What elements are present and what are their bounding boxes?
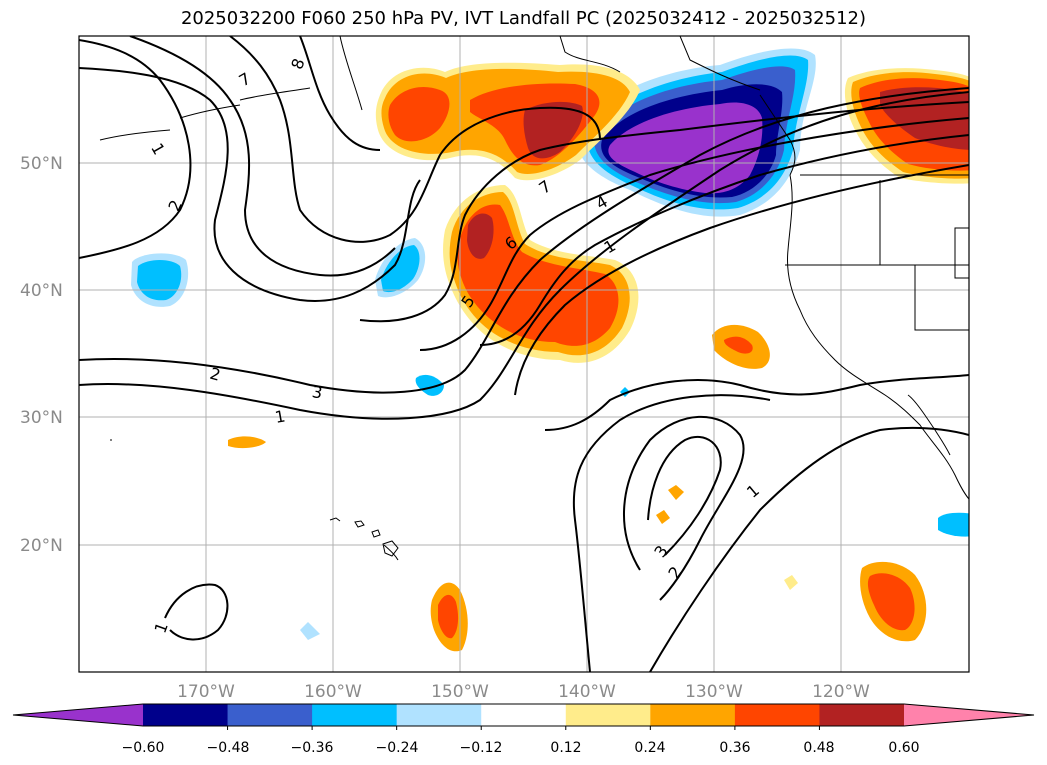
longitude-labels: 170°W 160°W 150°W 140°W 130°W 120°W xyxy=(177,682,870,702)
colorbar-swatch xyxy=(565,704,651,726)
contour-label: 1 xyxy=(273,406,286,426)
negative-anomaly-small-4 xyxy=(300,622,320,640)
positive-anomaly-small-1-red xyxy=(724,336,753,354)
colorbar-tick-label: −0.12 xyxy=(460,740,503,756)
colorbar-swatch xyxy=(734,704,820,726)
pv-contours xyxy=(79,36,969,672)
positive-anomaly-north-red xyxy=(388,86,450,142)
colorbar-tick-label: 0.48 xyxy=(803,740,834,756)
lon-label-130w: 130°W xyxy=(685,682,743,702)
positive-anomaly-south-1-red xyxy=(438,594,459,639)
colorbar xyxy=(12,703,1035,730)
colorbar-swatch xyxy=(396,704,482,726)
latitude-labels: 50°N 40°N 30°N 20°N xyxy=(20,154,63,556)
contour-label: 3 xyxy=(311,382,324,402)
colorbar-swatch xyxy=(312,704,398,726)
colorbar-swatch xyxy=(650,704,736,726)
graticule xyxy=(79,36,969,672)
positive-anomaly-tiny-2 xyxy=(668,485,684,500)
positive-anomaly-tiny-1 xyxy=(228,436,266,449)
hawaiian-islands xyxy=(110,439,399,557)
map-frame xyxy=(78,35,970,673)
colorbar-outline xyxy=(12,703,1035,727)
chart-title: 2025032200 F060 250 hPa PV, IVT Landfall… xyxy=(180,8,867,29)
coastlines xyxy=(99,36,969,561)
lon-label-120w: 120°W xyxy=(812,682,870,702)
lon-label-160w: 160°W xyxy=(304,682,362,702)
lat-label-50n: 50°N xyxy=(20,154,63,174)
positive-anomaly-central-red xyxy=(457,204,619,346)
lat-label-20n: 20°N xyxy=(20,536,63,556)
positive-anomaly-south-2-red xyxy=(867,573,915,631)
contour-label: 2 xyxy=(208,364,223,385)
colorbar-swatch xyxy=(481,704,567,726)
colorbar-swatch xyxy=(819,704,905,726)
ivt-shading xyxy=(131,48,969,652)
colorbar-tick-labels: −0.60 −0.48 −0.36 −0.24 −0.12 0.12 0.24 … xyxy=(122,740,920,756)
positive-anomaly-north-dark xyxy=(523,101,583,159)
lat-label-40n: 40°N xyxy=(20,281,63,301)
colorbar-extend-low xyxy=(13,704,143,726)
negative-anomaly-small-3 xyxy=(415,374,444,396)
colorbar-extend-high xyxy=(904,704,1034,726)
lon-label-170w: 170°W xyxy=(177,682,235,702)
negative-anomaly-east-edge xyxy=(938,512,969,537)
colorbar-swatch xyxy=(227,704,313,726)
lon-label-140w: 140°W xyxy=(558,682,616,702)
colorbar-tick-label: −0.60 xyxy=(122,740,165,756)
colorbar-tick-label: −0.24 xyxy=(376,740,419,756)
lon-label-150w: 150°W xyxy=(431,682,489,702)
colorbar-tick-label: 0.36 xyxy=(719,740,750,756)
positive-anomaly-tiny-4 xyxy=(784,575,798,590)
colorbar-swatch xyxy=(143,704,229,726)
lat-label-30n: 30°N xyxy=(20,408,63,428)
negative-anomaly-west-2-cyan xyxy=(381,245,420,293)
colorbar-tick-label: 0.24 xyxy=(634,740,665,756)
colorbar-tick-label: 0.60 xyxy=(888,740,919,756)
colorbar-tick-label: 0.12 xyxy=(550,740,581,756)
colorbar-tick-label: −0.48 xyxy=(207,740,250,756)
colorbar-tick-label: −0.36 xyxy=(291,740,334,756)
positive-anomaly-central-dark xyxy=(467,213,494,259)
positive-anomaly-tiny-3 xyxy=(656,510,670,524)
